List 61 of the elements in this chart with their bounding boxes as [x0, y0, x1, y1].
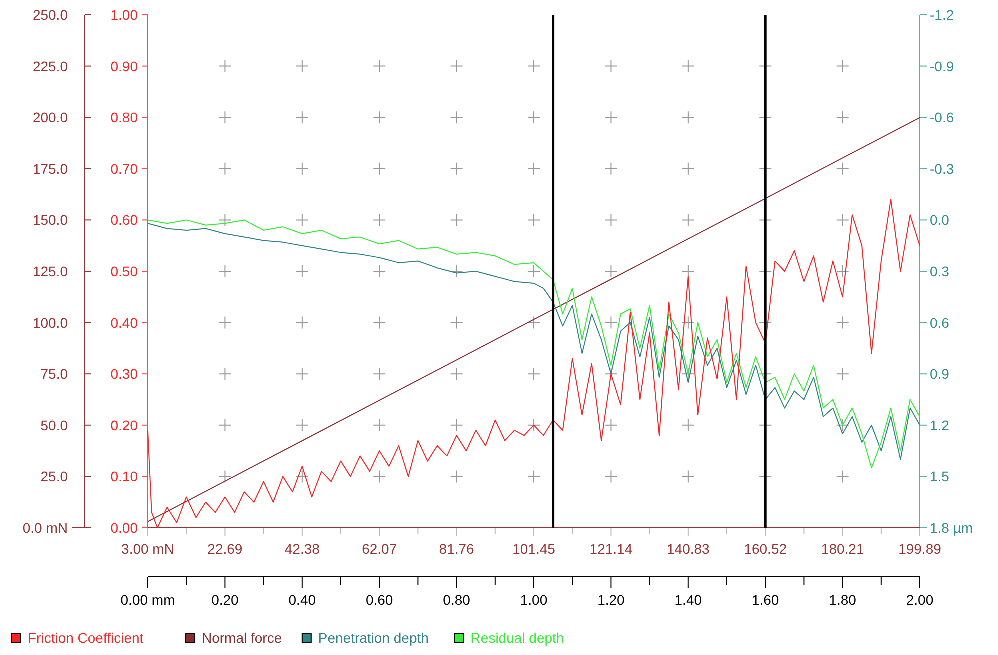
y-tick-label: 25.0	[40, 468, 68, 485]
y-tick-label: 175.0	[32, 160, 68, 177]
x-tick-label: 1.00	[520, 592, 548, 608]
y2-tick-label: 0.00	[110, 520, 138, 536]
y3-tick-label: -1.2	[930, 7, 954, 23]
x2-tick-label: 42.38	[284, 541, 320, 557]
y-tick-label: 200.0	[32, 110, 68, 126]
y2-tick-label: 0.90	[110, 58, 138, 74]
y2-tick-label: 0.70	[110, 160, 138, 177]
x-tick-label: 1.80	[829, 592, 857, 608]
y-tick-label: 250.0	[32, 7, 68, 23]
x2-tick-label: 199.89	[898, 541, 942, 557]
y3-tick-label: 0.3	[930, 264, 950, 280]
x2-tick-label: 140.83	[667, 541, 710, 557]
legend-label: Penetration depth	[318, 630, 429, 646]
x-tick-label: 0.60	[366, 592, 394, 608]
y-tick-label: 75.0	[40, 366, 68, 382]
y2-tick-label: 0.30	[110, 366, 138, 382]
x2-tick-label: 180.21	[821, 541, 864, 557]
y3-tick-label: 0.6	[930, 314, 950, 331]
y3-tick-label: 1.2	[930, 417, 950, 434]
x2-tick-label: 121.14	[590, 541, 633, 557]
x2-tick-label: 3.00 mN	[122, 541, 174, 557]
x-tick-label: 1.60	[752, 592, 780, 608]
x-tick-label: 1.40	[674, 592, 702, 608]
line-series	[148, 117, 920, 522]
x-tick-label: 0.20	[212, 592, 240, 608]
y2-tick-label: 0.80	[110, 110, 138, 126]
line-series	[148, 199, 920, 528]
y3-tick-label: 0.0	[930, 212, 950, 228]
x-tick-label: 2.00	[906, 592, 934, 608]
y2-tick-label: 0.10	[110, 468, 138, 485]
y3-tick-label: 0.9	[930, 366, 950, 382]
x2-tick-label: 160.52	[744, 541, 788, 557]
y-tick-label: 125.0	[32, 264, 68, 280]
y3-tick-label: -0.6	[930, 110, 954, 126]
y2-tick-label: 0.60	[110, 212, 138, 228]
y3-tick-label: 1.8 µm	[930, 520, 974, 536]
legend-label: Friction Coefficient	[28, 630, 144, 646]
legend-label: Normal force	[202, 630, 282, 646]
y-tick-label: 0.0 mN	[22, 520, 68, 536]
y2-tick-label: 0.20	[110, 417, 138, 434]
x2-tick-label: 22.69	[208, 541, 243, 557]
y3-tick-label: -0.3	[930, 160, 954, 177]
x2-tick-label: 81.76	[439, 541, 475, 557]
y3-tick-label: -0.9	[930, 58, 954, 74]
y2-tick-label: 0.40	[110, 314, 138, 331]
y2-tick-label: 1.00	[110, 7, 138, 23]
x-tick-label: 1.20	[598, 592, 626, 608]
y-tick-label: 100.0	[32, 314, 68, 331]
x-tick-label: 0.80	[443, 592, 471, 608]
y-tick-label: 225.0	[32, 58, 68, 74]
y-tick-label: 50.0	[40, 417, 68, 434]
x-tick-label: 0.00 mm	[120, 592, 176, 608]
y3-tick-label: 1.5	[930, 468, 950, 485]
x2-tick-label: 62.07	[362, 541, 398, 557]
legend-label: Residual depth	[470, 630, 564, 646]
x2-tick-label: 101.45	[512, 541, 556, 557]
y-tick-label: 150.0	[32, 212, 68, 228]
x-tick-label: 0.40	[288, 592, 316, 608]
y2-tick-label: 0.50	[110, 264, 138, 280]
